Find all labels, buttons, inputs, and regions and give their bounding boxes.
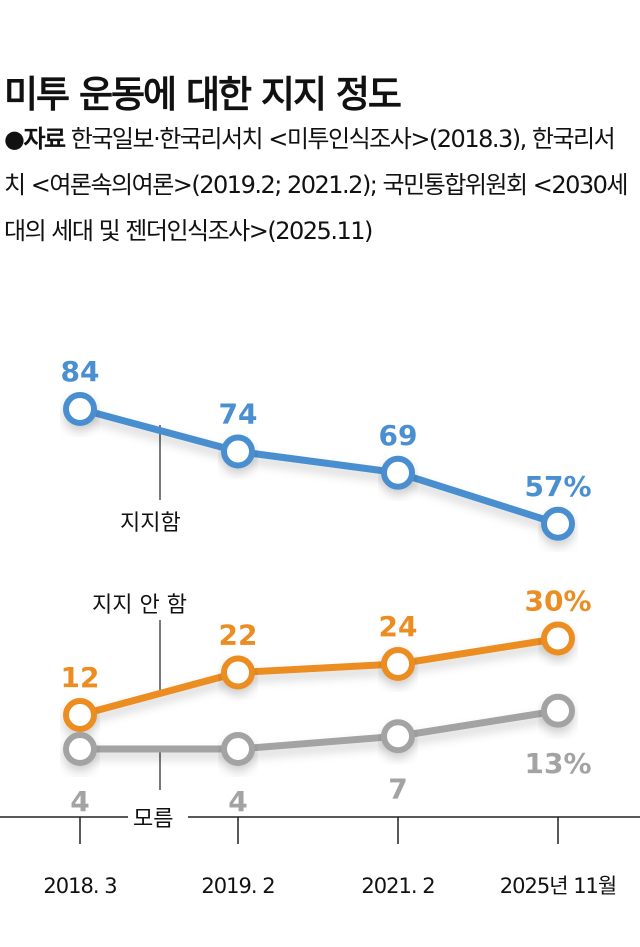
data-label: 4 — [70, 785, 89, 818]
data-point — [381, 647, 415, 681]
data-point — [381, 455, 415, 490]
chart-title: 미투 운동에 대한 지지 정도 — [4, 73, 402, 116]
data-point — [221, 732, 255, 766]
x-tick-label: 2021. 2 — [361, 874, 434, 898]
source-label: ●자료 — [4, 125, 66, 153]
data-point — [63, 732, 97, 766]
data-point — [221, 655, 255, 690]
data-label: 84 — [61, 355, 100, 388]
data-point — [541, 621, 575, 656]
series-0: 84 74 69 57% — [61, 355, 592, 541]
x-tick-label: 2019. 2 — [201, 874, 274, 898]
series-label-unknown: 모름 — [133, 807, 173, 832]
x-tick-label: 2025년 11월 — [500, 874, 616, 898]
data-label: 57% — [524, 470, 591, 503]
data-point — [541, 506, 575, 541]
data-label: 74 — [219, 398, 258, 431]
data-label: 22 — [219, 619, 258, 652]
data-point — [63, 698, 97, 732]
data-label: 30% — [524, 585, 591, 618]
series-line — [79, 405, 560, 528]
data-point — [221, 434, 255, 469]
data-label: 7 — [388, 772, 407, 805]
source-text: 한국일보·한국리서치 <미투인식조사>(2018.3), 한국리서치 <여론속의… — [4, 125, 628, 245]
data-point — [381, 719, 415, 754]
x-tick-label: 2018. 3 — [43, 874, 116, 898]
source-note: ●자료 한국일보·한국리서치 <미투인식조사>(2018.3), 한국리서치 <… — [4, 116, 634, 254]
series-label-oppose: 지지 안 함 — [92, 593, 187, 618]
series-line — [80, 707, 559, 753]
data-label: 13% — [524, 747, 591, 780]
data-point — [541, 693, 575, 728]
series-label-support: 지지함 — [120, 511, 181, 536]
series-2: 4 4 7 13% — [63, 693, 592, 818]
data-label: 12 — [61, 661, 100, 694]
data-label: 24 — [379, 610, 418, 643]
data-label: 4 — [228, 785, 247, 818]
data-point — [63, 392, 97, 426]
series-line — [79, 635, 559, 719]
data-label: 69 — [379, 419, 418, 452]
series-1: 12 22 24 30% — [61, 585, 592, 732]
